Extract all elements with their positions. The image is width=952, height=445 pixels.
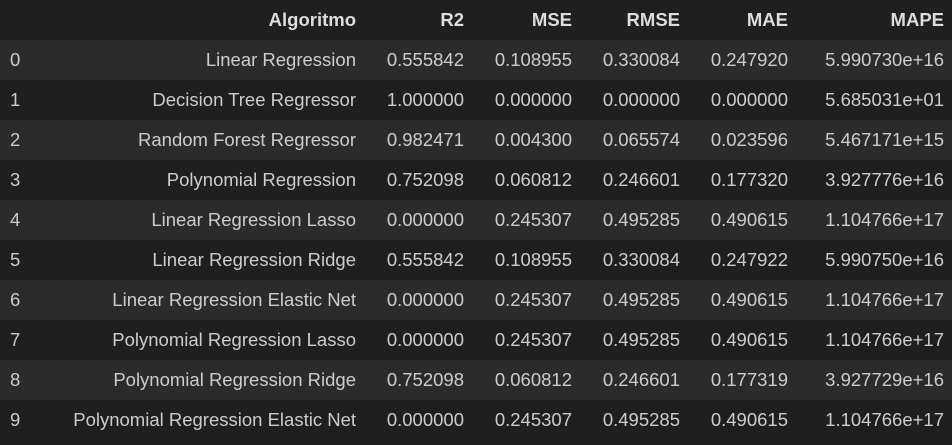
cell-rmse: 0.065574 — [602, 129, 680, 150]
cell-rmse: 0.495285 — [602, 409, 680, 430]
cell-algoritmo: Linear Regression Ridge — [152, 249, 356, 270]
header-index — [0, 0, 40, 40]
row-index: 3 — [10, 169, 21, 190]
cell-mape: 1.104766e+17 — [825, 289, 944, 310]
table-row: 7 Polynomial Regression Lasso 0.000000 0… — [0, 320, 952, 360]
header-mae: MAE — [746, 9, 788, 30]
row-index: 2 — [10, 129, 21, 150]
table-row: 1 Decision Tree Regressor 1.000000 0.000… — [0, 80, 952, 120]
table-row: 2 Random Forest Regressor 0.982471 0.004… — [0, 120, 952, 160]
cell-rmse: 0.246601 — [602, 169, 680, 190]
cell-mae: 0.177319 — [710, 369, 788, 390]
cell-algoritmo: Linear Regression — [205, 49, 356, 70]
header-algoritmo: Algoritmo — [268, 9, 356, 30]
cell-mape: 1.104766e+17 — [825, 329, 944, 350]
cell-rmse: 0.000000 — [602, 89, 680, 110]
cell-rmse: 0.246601 — [602, 369, 680, 390]
cell-mape: 1.104766e+17 — [825, 209, 944, 230]
row-index: 4 — [10, 209, 21, 230]
cell-algoritmo: Random Forest Regressor — [138, 129, 356, 150]
header-mse: MSE — [531, 9, 572, 30]
cell-mape: 3.927729e+16 — [825, 369, 944, 390]
cell-rmse: 0.495285 — [602, 209, 680, 230]
cell-algoritmo: Linear Regression Elastic Net — [112, 289, 356, 310]
cell-mae: 0.490615 — [710, 209, 788, 230]
cell-algoritmo: Linear Regression Lasso — [151, 209, 356, 230]
cell-r2: 0.000000 — [386, 329, 464, 350]
cell-mape: 5.990730e+16 — [825, 49, 944, 70]
cell-r2: 0.000000 — [386, 289, 464, 310]
table-row: 0 Linear Regression 0.555842 0.108955 0.… — [0, 40, 952, 80]
cell-algoritmo: Polynomial Regression — [166, 169, 356, 190]
table-row: 5 Linear Regression Ridge 0.555842 0.108… — [0, 240, 952, 280]
cell-mse: 0.060812 — [494, 169, 572, 190]
cell-r2: 0.000000 — [386, 209, 464, 230]
row-index: 8 — [10, 369, 21, 390]
cell-mae: 0.000000 — [710, 89, 788, 110]
header-mape: MAPE — [890, 9, 944, 30]
cell-mse: 0.004300 — [494, 129, 572, 150]
row-index: 1 — [10, 89, 21, 110]
cell-algoritmo: Decision Tree Regressor — [152, 89, 356, 110]
cell-rmse: 0.330084 — [602, 49, 680, 70]
table-row: 8 Polynomial Regression Ridge 0.752098 0… — [0, 360, 952, 400]
table-row: 4 Linear Regression Lasso 0.000000 0.245… — [0, 200, 952, 240]
table-row: 3 Polynomial Regression 0.752098 0.06081… — [0, 160, 952, 200]
cell-mse: 0.245307 — [494, 289, 572, 310]
cell-algoritmo: Polynomial Regression Lasso — [112, 329, 356, 350]
cell-mape: 5.685031e+01 — [825, 89, 944, 110]
cell-mae: 0.177320 — [710, 169, 788, 190]
cell-r2: 0.555842 — [386, 49, 464, 70]
cell-r2: 0.555842 — [386, 249, 464, 270]
cell-algoritmo: Polynomial Regression Elastic Net — [73, 409, 356, 430]
cell-r2: 0.000000 — [386, 409, 464, 430]
table-row: 6 Linear Regression Elastic Net 0.000000… — [0, 280, 952, 320]
header-rmse: RMSE — [626, 9, 680, 30]
row-index: 0 — [10, 49, 21, 70]
cell-mae: 0.023596 — [710, 129, 788, 150]
cell-mse: 0.245307 — [494, 209, 572, 230]
cell-mae: 0.247922 — [710, 249, 788, 270]
row-index: 7 — [10, 329, 21, 350]
cell-mse: 0.245307 — [494, 329, 572, 350]
cell-mse: 0.108955 — [494, 249, 572, 270]
cell-mse: 0.000000 — [494, 89, 572, 110]
row-index: 9 — [10, 409, 21, 430]
cell-algoritmo: Polynomial Regression Ridge — [113, 369, 356, 390]
cell-mse: 0.060812 — [494, 369, 572, 390]
table-row: 9 Polynomial Regression Elastic Net 0.00… — [0, 400, 952, 440]
cell-r2: 0.982471 — [386, 129, 464, 150]
cell-rmse: 0.330084 — [602, 249, 680, 270]
cell-mape: 5.467171e+15 — [825, 129, 944, 150]
cell-mape: 5.990750e+16 — [825, 249, 944, 270]
cell-mape: 1.104766e+17 — [825, 409, 944, 430]
table-header-row: Algoritmo R2 MSE RMSE MAE MAPE — [0, 0, 952, 40]
cell-mae: 0.490615 — [710, 329, 788, 350]
cell-rmse: 0.495285 — [602, 329, 680, 350]
cell-mae: 0.490615 — [710, 289, 788, 310]
row-index: 6 — [10, 289, 21, 310]
cell-r2: 1.000000 — [386, 89, 464, 110]
cell-mae: 0.490615 — [710, 409, 788, 430]
cell-mape: 3.927776e+16 — [825, 169, 944, 190]
cell-mae: 0.247920 — [710, 49, 788, 70]
cell-mse: 0.245307 — [494, 409, 572, 430]
cell-mse: 0.108955 — [494, 49, 572, 70]
row-index: 5 — [10, 249, 21, 270]
cell-r2: 0.752098 — [386, 369, 464, 390]
cell-rmse: 0.495285 — [602, 289, 680, 310]
header-r2: R2 — [440, 9, 464, 30]
cell-r2: 0.752098 — [386, 169, 464, 190]
